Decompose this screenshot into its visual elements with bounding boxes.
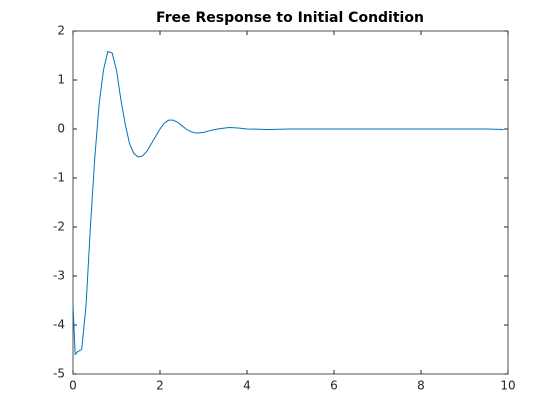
y-tick-label: 0 [57,122,65,136]
x-tick-label: 6 [330,379,338,393]
x-tick-label: 10 [500,379,515,393]
y-tick-label: 2 [57,24,65,38]
plot-box [72,30,509,375]
y-tick-label: -4 [53,318,65,332]
chart-title: Free Response to Initial Condition [156,10,424,26]
x-tick-label: 8 [417,379,425,393]
x-tick-label: 2 [156,379,164,393]
y-tick-label: 1 [57,73,65,87]
y-tick-label: -2 [53,220,65,234]
y-tick-label: -3 [53,269,65,283]
x-tick-label: 4 [243,379,251,393]
y-tick-label: -1 [53,171,65,185]
x-tick-label: 0 [69,379,77,393]
line [72,50,504,356]
y-tick-label: -5 [53,367,65,381]
